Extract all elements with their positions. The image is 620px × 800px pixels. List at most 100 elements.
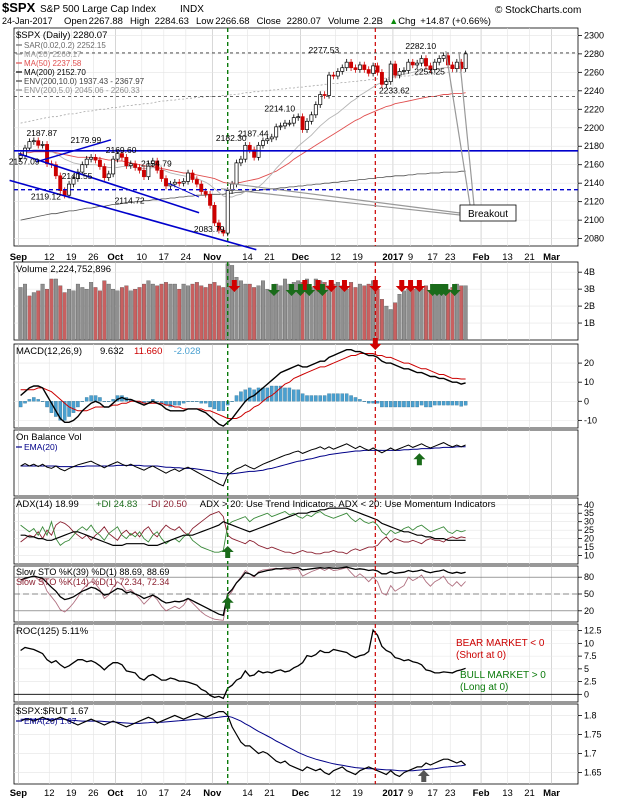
candle-body (397, 71, 402, 76)
candle-body (190, 172, 195, 180)
sto-k39-line (20, 566, 466, 617)
price-label: 2179.99 (71, 135, 102, 145)
roc-bull-text: BULL MARKET > 0 (460, 670, 546, 681)
price-legend-item: SAR(0.02,0.2) 2252.15 (24, 41, 106, 50)
x-tick-label-bottom: Oct (107, 788, 124, 799)
price-y-tick-label: 2160 (584, 160, 604, 170)
x-tick-label-bottom: Nov (203, 788, 222, 799)
volume-bar (269, 290, 274, 341)
volume-bar (172, 283, 177, 341)
volume-green-arrow (267, 284, 280, 296)
candle-body (89, 156, 94, 160)
candle-body (287, 122, 292, 125)
ratio-up-arrow (417, 770, 430, 782)
macd-hist-bar (292, 389, 296, 402)
macd-title-value: 11.660 (134, 346, 162, 357)
candle-body (309, 114, 314, 122)
channel-upper (18, 152, 200, 214)
volume-green-arrow (439, 284, 452, 296)
price-y-tick-label: 2080 (584, 234, 604, 244)
volume-green-arrow (426, 284, 439, 296)
breakout-label: Breakout (468, 209, 508, 220)
candle-body (102, 166, 107, 178)
volume-bar (384, 305, 389, 341)
obv-title: On Balance Vol (16, 432, 82, 443)
macd-hist-bar (397, 401, 402, 408)
sto-up-arrow (221, 596, 234, 609)
candle-body (410, 61, 415, 66)
volume-down-arrow (369, 280, 382, 292)
volume-bar (357, 283, 362, 341)
x-tick-label: 19 (66, 252, 77, 263)
candle-body (164, 178, 168, 187)
volume-bar (265, 288, 270, 341)
candle-body (375, 65, 380, 73)
candle-body (252, 149, 257, 158)
macd-hist-bar (463, 401, 468, 406)
macd-hist-bar (203, 401, 208, 404)
volume-bar (221, 287, 226, 341)
macd-hist-bar (388, 401, 393, 408)
macd-hist-bar (287, 387, 292, 402)
price-legend-item: MA(200) 2152.70 (24, 68, 86, 77)
header-close-label: Close (257, 16, 281, 27)
volume-bar (446, 288, 450, 341)
volume-bar (84, 288, 89, 341)
macd-hist-bar (168, 401, 173, 408)
volume-bar (375, 288, 380, 341)
candle-body (203, 191, 208, 195)
adx-y-tick-label: 15 (584, 542, 594, 552)
candle-body (362, 64, 367, 70)
macd-hist-bar (32, 397, 36, 402)
price-y-tick-label: 2240 (584, 86, 604, 96)
candle-body (371, 65, 376, 74)
price-label: 2182.30 (216, 133, 247, 143)
volume-bar (283, 278, 287, 341)
sto-k14-line (20, 567, 466, 621)
x-tick-label-bottom: 23 (445, 788, 456, 799)
macd-hist-bar (336, 393, 340, 402)
macd-hist-bar (393, 401, 397, 408)
volume-bar (419, 288, 424, 341)
volume-bar (133, 288, 138, 341)
candle-body (313, 104, 318, 116)
volume-bar (208, 283, 213, 341)
volume-bar (344, 288, 349, 341)
x-tick-label: 26 (88, 252, 99, 263)
volume-bar (168, 283, 173, 341)
macd-title: MACD(12,26,9) (16, 346, 82, 357)
macd-hist-bar (181, 401, 186, 404)
sto-title: Slow STO %K(14) %D(1) 72.34, 72.34 (16, 577, 169, 587)
volume-y-tick-label: 2B (584, 301, 595, 311)
volume-bar (424, 285, 428, 341)
candle-body (353, 67, 358, 70)
macd-hist-bar (459, 401, 463, 407)
candle-body (53, 164, 58, 177)
x-tick-label-bottom: 24 (181, 788, 192, 799)
candle-body (450, 64, 455, 69)
macd-hist-bar (296, 389, 300, 402)
volume-bar (450, 287, 455, 341)
candle-body (247, 144, 252, 151)
candle-body (142, 169, 146, 178)
candle-body (80, 164, 85, 173)
ratio-y-tick-label: 1.65 (584, 768, 602, 778)
adx-up-arrow (221, 546, 234, 558)
candle-body (393, 63, 398, 76)
candle-body (128, 163, 133, 166)
candle-body (221, 229, 226, 234)
x-tick-label-bottom: 2017 (382, 788, 403, 799)
candle-body (379, 71, 384, 85)
breakout-pointer (227, 182, 461, 214)
macd-hist-bar (177, 401, 181, 406)
macd-hist-bar (362, 401, 367, 402)
volume-bar (142, 283, 146, 341)
candle-body (349, 61, 354, 69)
macd-hist-bar (322, 395, 327, 402)
volume-green-arrow (303, 284, 316, 296)
macd-hist-bar (441, 401, 446, 406)
header-close-value: 2280.07 (287, 16, 321, 27)
volume-bar (234, 277, 239, 341)
macd-hist-bar (274, 385, 278, 402)
